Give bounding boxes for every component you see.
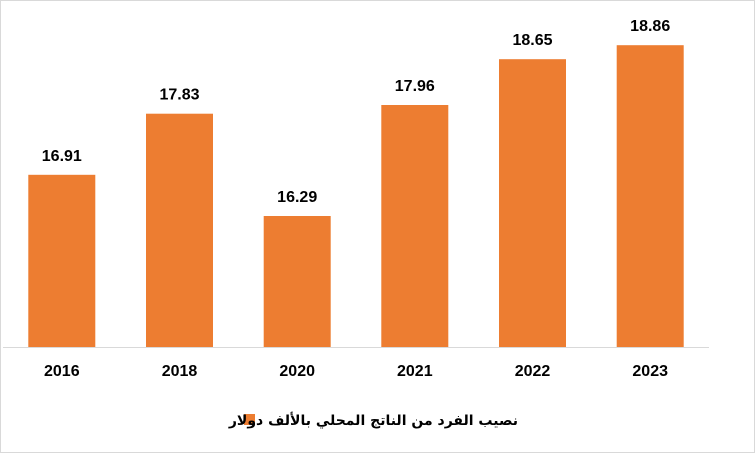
value-label-2022: 18.65 (512, 32, 552, 49)
value-label-2018: 17.83 (159, 87, 199, 104)
bar-2018 (146, 113, 213, 347)
value-label-2021: 17.96 (395, 78, 435, 95)
bar-2021 (381, 105, 449, 347)
value-label-2023: 18.86 (630, 18, 670, 35)
category-label-2021: 2021 (397, 363, 433, 380)
bar-2016 (28, 174, 96, 347)
category-label-2020: 2020 (279, 363, 315, 380)
category-label-2022: 2022 (515, 363, 551, 380)
legend-label: نصيب الفرد من الناتج المحلي بالألف دولار (228, 412, 518, 429)
value-labels-group: 16.91 17.83 16.29 17.96 18.65 18.86 (42, 18, 671, 206)
bar-2022 (499, 59, 566, 347)
bar-2020 (263, 216, 331, 347)
category-label-2023: 2023 (632, 363, 668, 380)
value-label-2016: 16.91 (42, 148, 82, 165)
bars-group (28, 45, 684, 347)
category-label-2016: 2016 (44, 363, 80, 380)
legend: نصيب الفرد من الناتج المحلي بالألف دولار (228, 412, 518, 429)
category-label-2018: 2018 (162, 363, 198, 380)
legend-swatch (244, 414, 255, 425)
category-labels-group: 2016 2018 2020 2021 2022 2023 (44, 363, 668, 380)
value-label-2020: 16.29 (277, 189, 317, 206)
bar-2023 (616, 45, 684, 347)
